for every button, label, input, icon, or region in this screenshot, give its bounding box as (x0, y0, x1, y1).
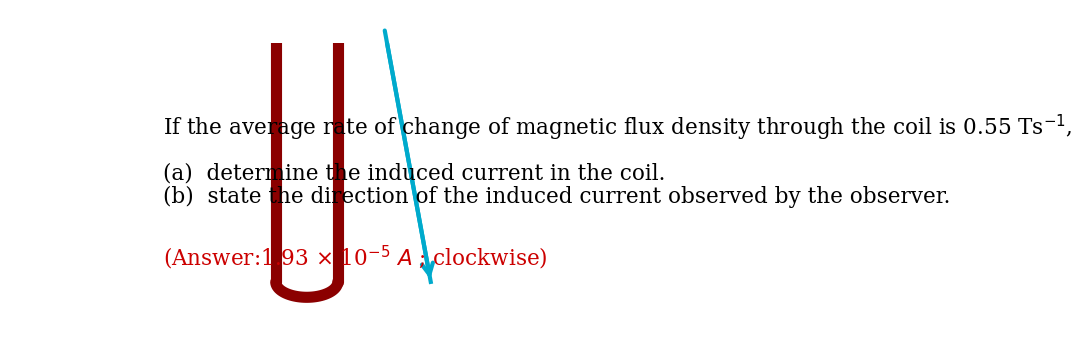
Text: (a)  determine the induced current in the coil.: (a) determine the induced current in the… (164, 163, 666, 185)
Text: If the average rate of change of magnetic flux density through the coil is 0.55 : If the average rate of change of magneti… (164, 112, 1073, 143)
Text: (Answer:1.93 $\times$ 10$^{-5}$ $\it{A}$ ; clockwise): (Answer:1.93 $\times$ 10$^{-5}$ $\it{A}$… (164, 243, 548, 271)
Text: (b)  state the direction of the induced current observed by the observer.: (b) state the direction of the induced c… (164, 186, 950, 208)
